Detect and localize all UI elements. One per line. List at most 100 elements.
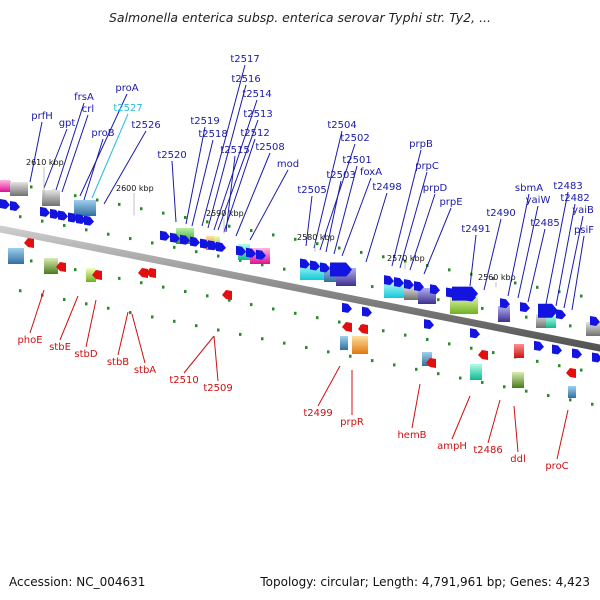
gene-label-t2485[interactable]: t2485 (530, 218, 559, 229)
gene-leader-line (29, 121, 43, 183)
gene-leader-line (513, 405, 519, 453)
gene-label-proA[interactable]: proA (115, 83, 138, 94)
gene-leader-line (29, 289, 45, 334)
accession-text: Accession: NC_004631 (9, 575, 146, 589)
gene-label-stbE[interactable]: stbE (49, 342, 71, 353)
gene-label-yaiW[interactable]: yaiW (526, 195, 551, 206)
gene-label-yaiB[interactable]: yaiB (572, 205, 594, 216)
gene-label-t2515[interactable]: t2515 (220, 145, 249, 156)
gene-label-t2486[interactable]: t2486 (473, 445, 502, 456)
gene-label-stbB[interactable]: stbB (107, 357, 129, 368)
track-tick (283, 267, 286, 271)
gene-label-t2490[interactable]: t2490 (486, 208, 515, 219)
track-tick (19, 215, 22, 219)
gene-arrow (342, 322, 352, 332)
feature-block (422, 352, 432, 366)
gene-label-t2527[interactable]: t2527 (113, 103, 142, 114)
gene-leader-line (571, 235, 585, 311)
gene-label-t2510[interactable]: t2510 (169, 375, 198, 386)
gene-label-gpt[interactable]: gpt (59, 118, 76, 129)
track-tick (151, 315, 154, 319)
gene-label-ddl[interactable]: ddl (510, 454, 525, 465)
gene-arrow (40, 206, 50, 217)
gene-leader-line (317, 365, 341, 407)
gene-arrow (478, 350, 488, 360)
gene-label-t2503[interactable]: t2503 (326, 170, 355, 181)
gene-label-proB[interactable]: proB (91, 128, 114, 139)
gene-label-prfH[interactable]: prfH (31, 111, 53, 122)
gene-label-t2519[interactable]: t2519 (190, 116, 219, 127)
gene-label-t2498[interactable]: t2498 (372, 182, 401, 193)
gene-leader-line (217, 119, 259, 231)
gene-label-prpE[interactable]: prpE (439, 197, 462, 208)
gene-label-frsA[interactable]: frsA (74, 92, 94, 103)
gene-leader-line (483, 218, 502, 291)
track-tick (228, 224, 231, 228)
gene-label-t2517[interactable]: t2517 (230, 54, 259, 65)
gene-leader-line (545, 191, 569, 305)
track-tick (591, 402, 594, 406)
gene-label-prpD[interactable]: prpD (423, 183, 448, 194)
track-tick (547, 394, 550, 398)
gene-label-mod[interactable]: mod (277, 159, 299, 170)
gene-label-t2520[interactable]: t2520 (157, 150, 186, 161)
gene-arrow (208, 240, 218, 251)
gene-label-t2509[interactable]: t2509 (203, 383, 232, 394)
gene-label-prpC[interactable]: prpC (415, 161, 439, 172)
gene-label-t2491[interactable]: t2491 (461, 224, 490, 235)
track-tick (261, 263, 264, 267)
track-tick (162, 211, 165, 215)
gene-leader-line (305, 195, 313, 247)
gene-label-t2505[interactable]: t2505 (297, 185, 326, 196)
track-tick (239, 258, 242, 262)
track-tick (580, 368, 583, 372)
gene-arrow (404, 279, 414, 290)
gene-label-prpB[interactable]: prpB (409, 139, 433, 150)
gene-arrow (592, 352, 600, 363)
track-tick (250, 229, 253, 233)
track-tick (404, 259, 407, 263)
gene-label-t2508[interactable]: t2508 (255, 142, 284, 153)
gene-label-crl[interactable]: crl (82, 104, 94, 115)
gene-label-proC[interactable]: proC (545, 461, 568, 472)
gene-leader-line (91, 113, 129, 199)
track-tick (272, 307, 275, 311)
gene-label-t2516[interactable]: t2516 (231, 74, 260, 85)
ruler-label: 2590 kbp (206, 209, 244, 218)
gene-label-foxA[interactable]: foxA (360, 167, 382, 178)
gene-label-t2513[interactable]: t2513 (243, 109, 272, 120)
gene-label-t2526[interactable]: t2526 (131, 120, 160, 131)
track-tick (558, 364, 561, 368)
gene-arrow (160, 230, 170, 241)
gene-label-t2499[interactable]: t2499 (303, 408, 332, 419)
gene-label-hemB[interactable]: hemB (397, 430, 426, 441)
gene-label-ampH[interactable]: ampH (437, 441, 467, 452)
gene-label-prpR[interactable]: prpR (340, 417, 364, 428)
gene-label-stbD[interactable]: stbD (74, 349, 97, 360)
gene-label-t2482[interactable]: t2482 (560, 193, 589, 204)
track-tick (294, 237, 297, 241)
track-tick (525, 315, 528, 319)
gene-label-t2504[interactable]: t2504 (327, 120, 356, 131)
feature-block (86, 268, 96, 282)
gene-label-phoE[interactable]: phoE (17, 335, 42, 346)
gene-label-t2514[interactable]: t2514 (242, 89, 271, 100)
gene-arrow (256, 249, 266, 260)
gene-label-stbA[interactable]: stbA (134, 365, 156, 376)
track-tick (503, 385, 506, 389)
gene-label-t2518[interactable]: t2518 (198, 129, 227, 140)
gene-label-t2512[interactable]: t2512 (240, 128, 269, 139)
gene-leader-line (183, 335, 215, 374)
gene-label-t2501[interactable]: t2501 (342, 155, 371, 166)
gene-leader-line (451, 395, 471, 440)
gene-arrow (76, 214, 86, 225)
gene-leader-line (223, 138, 256, 233)
genome-backbone (0, 225, 600, 352)
gene-leader-line (191, 139, 214, 227)
kbp-ruler: 2610 kbp 2600 kbp 2590 kbp 2580 kbp 2570 kbp… (26, 158, 516, 288)
gene-arrow (566, 368, 576, 378)
gene-label-t2483[interactable]: t2483 (553, 181, 582, 192)
gene-label-sbmA[interactable]: sbmA (515, 183, 543, 194)
gene-label-psiF[interactable]: psiF (574, 225, 594, 236)
gene-label-t2502[interactable]: t2502 (340, 133, 369, 144)
